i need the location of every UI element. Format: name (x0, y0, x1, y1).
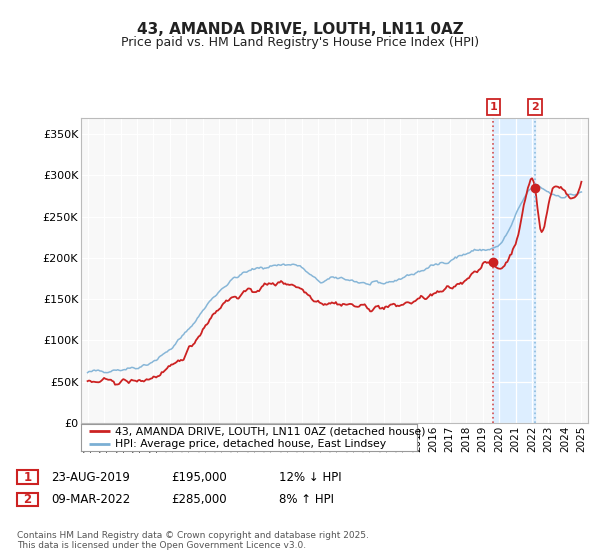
Text: HPI: Average price, detached house, East Lindsey: HPI: Average price, detached house, East… (115, 439, 386, 449)
Text: 1: 1 (23, 470, 32, 484)
Bar (493, 118, 535, 423)
Text: 1: 1 (490, 102, 497, 112)
Text: Contains HM Land Registry data © Crown copyright and database right 2025.
This d: Contains HM Land Registry data © Crown c… (17, 531, 368, 550)
Text: £195,000: £195,000 (171, 470, 227, 484)
Text: 43, AMANDA DRIVE, LOUTH, LN11 0AZ: 43, AMANDA DRIVE, LOUTH, LN11 0AZ (137, 22, 463, 38)
Text: 23-AUG-2019: 23-AUG-2019 (51, 470, 130, 484)
Text: 43, AMANDA DRIVE, LOUTH, LN11 0AZ (detached house): 43, AMANDA DRIVE, LOUTH, LN11 0AZ (detac… (115, 427, 425, 436)
Text: 09-MAR-2022: 09-MAR-2022 (51, 493, 130, 506)
Text: £285,000: £285,000 (171, 493, 227, 506)
Text: 2: 2 (23, 493, 32, 506)
Text: Price paid vs. HM Land Registry's House Price Index (HPI): Price paid vs. HM Land Registry's House … (121, 36, 479, 49)
Text: 8% ↑ HPI: 8% ↑ HPI (279, 493, 334, 506)
Text: 2: 2 (531, 102, 539, 112)
Text: 12% ↓ HPI: 12% ↓ HPI (279, 470, 341, 484)
